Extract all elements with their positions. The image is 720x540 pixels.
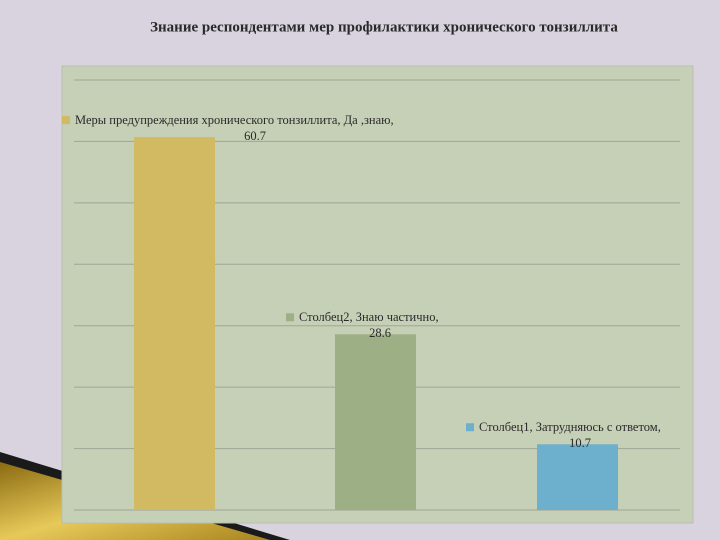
legend-marker bbox=[286, 313, 294, 322]
bar bbox=[335, 334, 416, 510]
data-label-value: 10.7 bbox=[569, 436, 591, 450]
legend-marker bbox=[62, 116, 70, 125]
data-label-value: 28.6 bbox=[369, 326, 391, 340]
bar bbox=[537, 444, 618, 510]
chart-title: Знание респондентами мер профилактики хр… bbox=[150, 19, 618, 35]
bar bbox=[134, 137, 215, 510]
data-label-name: Столбец2, Знаю частично, bbox=[299, 310, 439, 324]
data-label-value: 60.7 bbox=[244, 129, 266, 143]
data-label-name: Меры предупреждения хронического тонзилл… bbox=[75, 113, 394, 127]
data-label-name: Столбец1, Затрудняюсь с ответом, bbox=[479, 420, 661, 434]
legend-marker bbox=[466, 423, 474, 432]
